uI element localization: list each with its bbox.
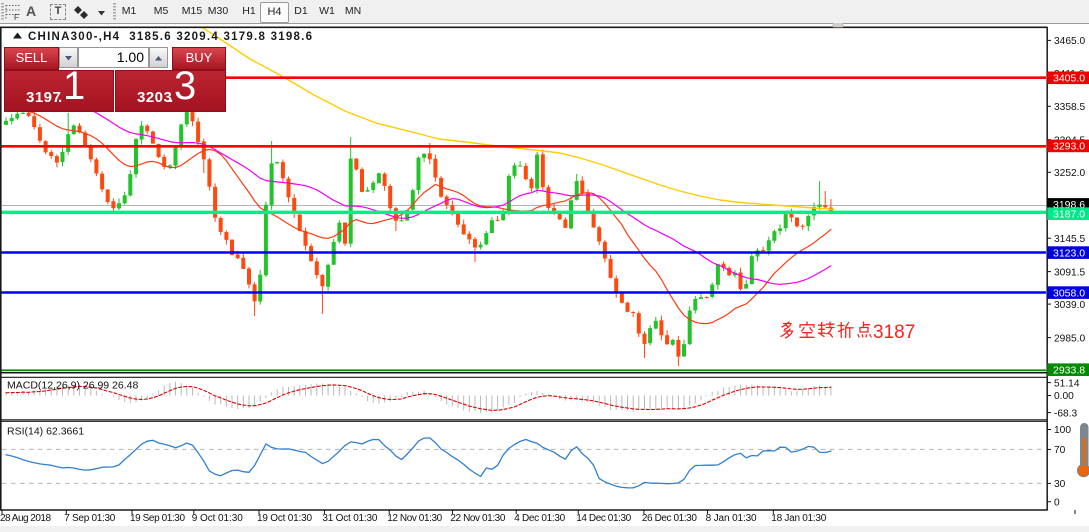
svg-text:CHINA300-,H4 3185.6 3209.4 31: CHINA300-,H4 3185.6 3209.4 3179.8 3198.6 (28, 31, 312, 43)
svg-text:7 Sep 01:30: 7 Sep 01:30 (64, 513, 115, 524)
svg-text:3091.5: 3091.5 (1054, 267, 1085, 278)
svg-text:3058.0: 3058.0 (1053, 287, 1085, 299)
svg-text:RSI(14) 62.3661: RSI(14) 62.3661 (7, 426, 84, 438)
svg-text:26 Dec 01:30: 26 Dec 01:30 (642, 513, 697, 524)
svg-text:22 Nov 01:30: 22 Nov 01:30 (450, 513, 505, 524)
svg-text:2933.8: 2933.8 (1053, 364, 1085, 376)
svg-text:3123.0: 3123.0 (1053, 247, 1085, 259)
svg-text:51.14: 51.14 (1054, 378, 1080, 389)
svg-text:3465.0: 3465.0 (1054, 36, 1085, 47)
svg-text:3358.5: 3358.5 (1054, 102, 1085, 113)
svg-text:19 Sep 01:30: 19 Sep 01:30 (130, 513, 185, 524)
svg-text:12 Nov 01:30: 12 Nov 01:30 (387, 513, 442, 524)
svg-text:3252.0: 3252.0 (1054, 168, 1085, 179)
svg-text:9 Oct 01:30: 9 Oct 01:30 (192, 513, 243, 524)
svg-text:28 Aug 2018: 28 Aug 2018 (0, 513, 51, 524)
svg-text:3293.0: 3293.0 (1053, 141, 1085, 153)
svg-text:70: 70 (1054, 445, 1066, 456)
svg-text:MACD(12,26,9) 26.99 26.48: MACD(12,26,9) 26.99 26.48 (7, 380, 138, 392)
svg-text:31 Oct 01:30: 31 Oct 01:30 (322, 513, 377, 524)
svg-text:19 Oct 01:30: 19 Oct 01:30 (257, 513, 312, 524)
svg-text:3145.5: 3145.5 (1054, 234, 1085, 245)
svg-text:3187: 3187 (873, 322, 915, 343)
svg-text:2985.0: 2985.0 (1054, 333, 1085, 344)
svg-text:0: 0 (1054, 497, 1060, 508)
svg-text:F: F (14, 13, 19, 21)
svg-text:8 Jan 01:30: 8 Jan 01:30 (706, 513, 757, 524)
svg-text:30: 30 (1054, 479, 1066, 490)
svg-text:3039.0: 3039.0 (1054, 300, 1085, 311)
svg-text:-68.3: -68.3 (1054, 408, 1078, 419)
svg-text:4 Dec 01:30: 4 Dec 01:30 (514, 513, 565, 524)
svg-text:100: 100 (1054, 425, 1071, 436)
svg-text:3405.0: 3405.0 (1053, 73, 1085, 85)
svg-text:3187.0: 3187.0 (1053, 208, 1085, 220)
svg-text:0.00: 0.00 (1054, 391, 1074, 402)
svg-text:14 Dec 01:30: 14 Dec 01:30 (576, 513, 631, 524)
svg-text:18 Jan 01:30: 18 Jan 01:30 (771, 513, 826, 524)
